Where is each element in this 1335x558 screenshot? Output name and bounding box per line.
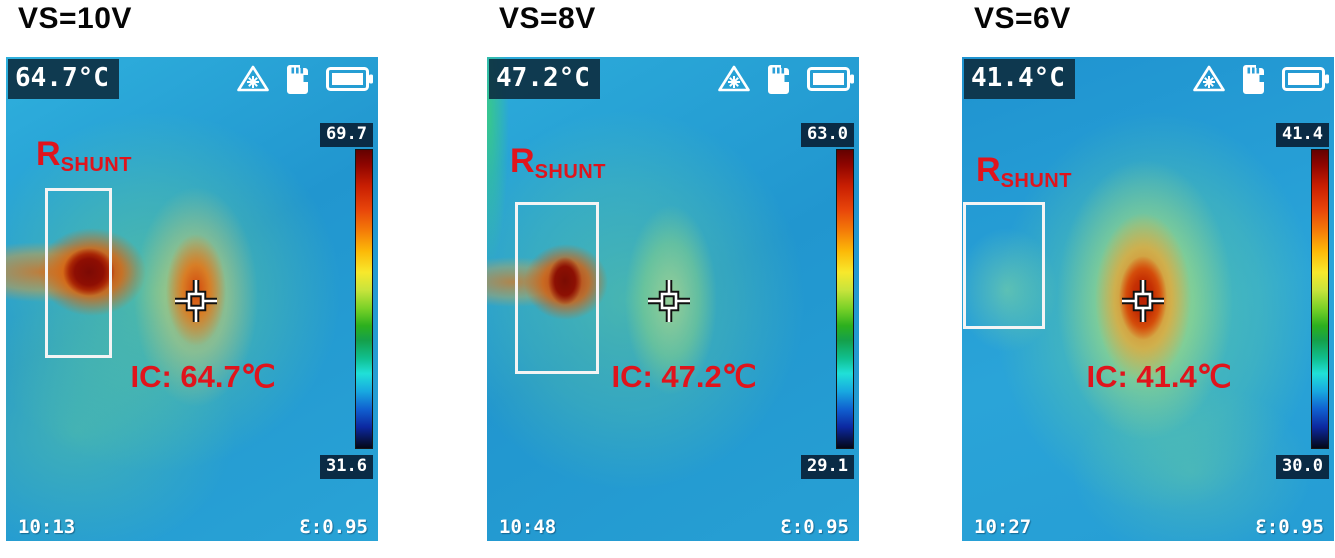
- scale-max-label: 41.4: [1276, 123, 1329, 147]
- rshunt-label: RSHUNT: [510, 142, 606, 183]
- panel-title: VS=6V: [974, 2, 1071, 35]
- status-bar: 10:48 Ɛ:0.95: [487, 516, 859, 538]
- time-readout: 10:27: [974, 516, 1032, 538]
- thermal-image: 41.4°C: [962, 57, 1334, 541]
- sd-card-icon: [287, 65, 308, 94]
- rshunt-label: RSHUNT: [36, 135, 132, 176]
- thermal-panel-vs6: VS=6V 41.4°C: [962, 0, 1334, 558]
- scale-min-label: 30.0: [1276, 455, 1329, 479]
- spot-temp-readout: 64.7°C: [8, 59, 119, 100]
- thermal-image: 47.2°C: [487, 57, 859, 541]
- panel-title: VS=8V: [499, 2, 596, 35]
- battery-full-icon: [807, 67, 854, 91]
- temperature-scale-bar: [836, 149, 854, 449]
- scale-max-label: 63.0: [801, 123, 854, 147]
- laser-warning-icon: [718, 65, 750, 92]
- status-bar: 10:13 Ɛ:0.95: [6, 516, 378, 538]
- roi-rect: [45, 188, 112, 358]
- emissivity-readout: Ɛ:0.95: [1255, 516, 1324, 538]
- thermal-panel-vs8: VS=8V 47.2°C: [487, 0, 859, 558]
- crosshair-icon: [175, 280, 217, 322]
- thermal-panel-vs10: VS=10V 64.7°C: [6, 0, 378, 558]
- ic-temp-label: IC: 41.4℃: [1086, 359, 1232, 394]
- laser-warning-icon: [1193, 65, 1225, 92]
- status-bar: 10:27 Ɛ:0.95: [962, 516, 1334, 538]
- crosshair-icon: [1122, 280, 1164, 322]
- scale-min-label: 29.1: [801, 455, 854, 479]
- scale-min-label: 31.6: [320, 455, 373, 479]
- thermal-image: 64.7°C: [6, 57, 378, 541]
- sd-card-icon: [1243, 65, 1264, 94]
- battery-full-icon: [326, 67, 373, 91]
- time-readout: 10:13: [18, 516, 76, 538]
- status-icon-group: [717, 64, 855, 94]
- scale-max-label: 69.7: [320, 123, 373, 147]
- ic-temp-label: IC: 47.2℃: [611, 359, 757, 394]
- laser-warning-icon: [237, 65, 269, 92]
- emissivity-readout: Ɛ:0.95: [780, 516, 849, 538]
- status-icon-group: [1192, 64, 1330, 94]
- ic-temp-label: IC: 64.7℃: [130, 359, 276, 394]
- panel-title: VS=10V: [18, 2, 132, 35]
- sd-card-icon: [768, 65, 789, 94]
- rshunt-label: RSHUNT: [976, 151, 1072, 192]
- temperature-scale-bar: [355, 149, 373, 449]
- roi-rect: [515, 202, 599, 374]
- emissivity-readout: Ɛ:0.95: [299, 516, 368, 538]
- time-readout: 10:48: [499, 516, 557, 538]
- spot-temp-readout: 41.4°C: [964, 59, 1075, 100]
- temperature-scale-bar: [1311, 149, 1329, 449]
- crosshair-icon: [648, 280, 690, 322]
- roi-rect: [963, 202, 1045, 329]
- spot-temp-readout: 47.2°C: [489, 59, 600, 100]
- status-icon-group: [236, 64, 374, 94]
- battery-full-icon: [1282, 67, 1329, 91]
